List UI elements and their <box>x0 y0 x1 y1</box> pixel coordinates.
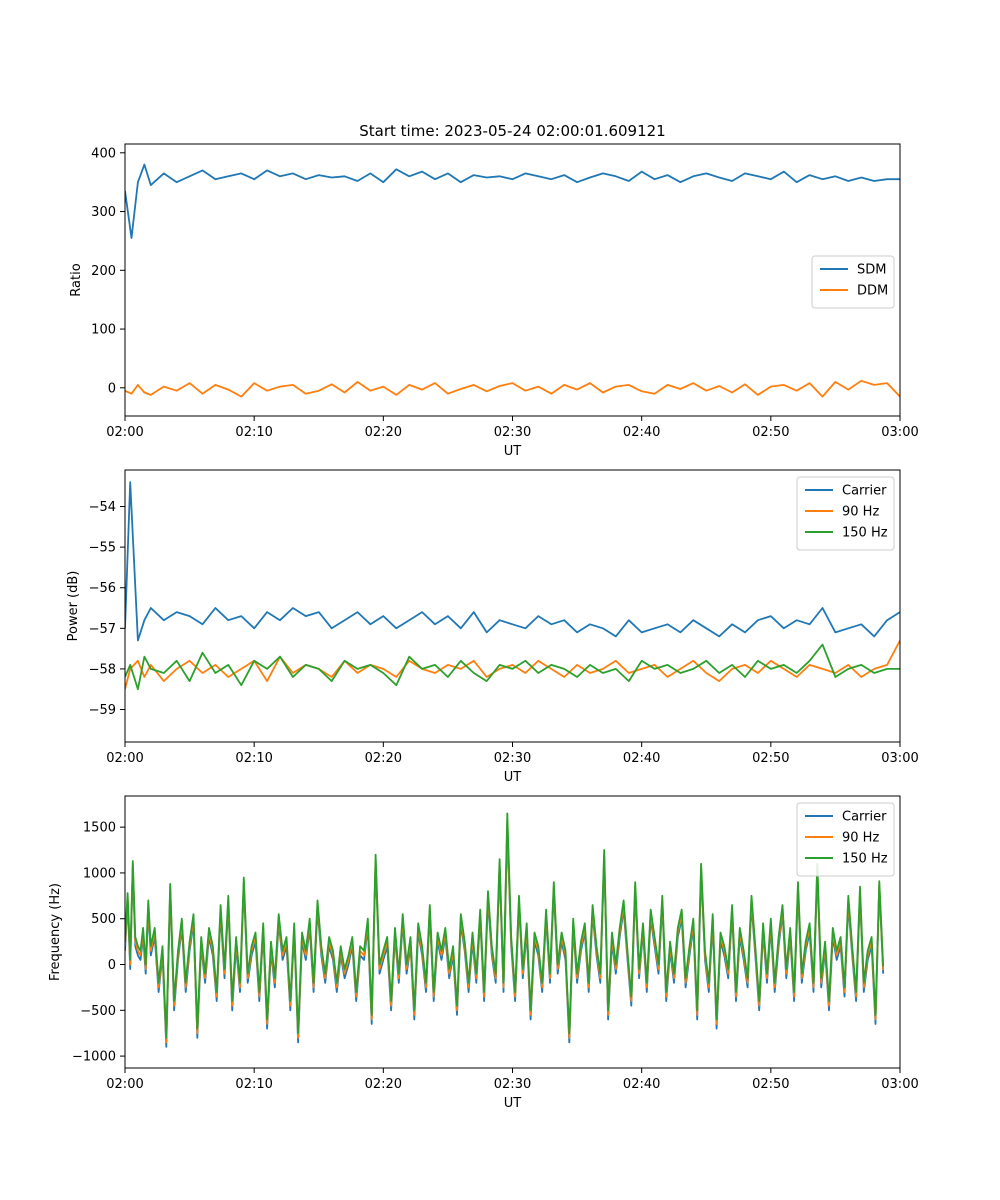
power-y-tick-label: −56 <box>89 581 116 596</box>
ratio-chart: 02:00 02:10 02:20 02:30 02:40 02:50 03:00 UT 0 10… <box>69 143 919 459</box>
ratio-legend-label-sdm: SDM <box>857 263 886 278</box>
frequency-y-tick-label: −500 <box>80 1004 116 1019</box>
power-axes-frame <box>124 469 901 743</box>
ratio-y-tick-label: 400 <box>91 146 116 161</box>
ratio-y-tick-label: 200 <box>91 264 116 279</box>
ratio-legend-label-ddm: DDM <box>857 284 888 299</box>
ratio-y-tick-label: 300 <box>91 205 116 220</box>
frequency-y-tick-label: 1500 <box>83 821 116 836</box>
power-series-90-hz-line <box>125 640 900 690</box>
power-x-tick-label: 03:00 <box>881 751 918 766</box>
power-series-carrier-line <box>125 481 900 642</box>
power-legend: Carrier 90 Hz 150 Hz <box>796 476 895 551</box>
ratio-x-tick-label: 03:00 <box>881 425 918 440</box>
power-y-tick-label: −55 <box>89 541 116 556</box>
power-y-tick-label: −54 <box>89 500 116 515</box>
frequency-x-tick-label: 02:00 <box>106 1077 143 1092</box>
frequency-y-tick-label: 500 <box>91 912 116 927</box>
power-y-tick-label: −58 <box>89 662 116 677</box>
ratio-x-tick-label: 02:50 <box>752 425 789 440</box>
frequency-y-tick-label: 0 <box>108 958 116 973</box>
power-legend-label-90-hz: 90 Hz <box>842 505 879 520</box>
ratio-x-tick-label: 02:30 <box>494 425 531 440</box>
frequency-legend-label-150-hz: 150 Hz <box>842 852 888 867</box>
frequency-x-tick-label: 03:00 <box>881 1077 918 1092</box>
frequency-y-tick-label: 1000 <box>83 866 116 881</box>
ratio-x-tick-label: 02:00 <box>106 425 143 440</box>
power-series-150-hz-line <box>125 643 900 691</box>
power-legend-label-carrier: Carrier <box>842 484 887 499</box>
power-y-axis-label: Power (dB) <box>66 571 81 642</box>
frequency-x-tick-label: 02:20 <box>365 1077 402 1092</box>
ratio-series-ddm-line <box>125 379 900 398</box>
frequency-legend-label-carrier: Carrier <box>842 810 887 825</box>
ratio-y-axis-label: Ratio <box>69 263 84 296</box>
power-x-tick-label: 02:50 <box>752 751 789 766</box>
frequency-legend: Carrier 90 Hz 150 Hz <box>796 802 895 877</box>
frequency-x-tick-label: 02:10 <box>235 1077 272 1092</box>
frequency-chart: 02:00 02:10 02:20 02:30 02:40 02:50 03:00 UT −10… <box>48 795 919 1111</box>
ratio-legend: SDM DDM <box>811 255 895 309</box>
power-y-tick-label: −59 <box>89 703 116 718</box>
power-x-tick-label: 02:00 <box>106 751 143 766</box>
power-legend-label-150-hz: 150 Hz <box>842 526 888 541</box>
frequency-y-tick-label: −1000 <box>72 1050 116 1065</box>
frequency-y-axis-label: Frequency (Hz) <box>48 883 63 981</box>
power-chart: 02:00 02:10 02:20 02:30 02:40 02:50 03:00 UT −59… <box>66 469 919 785</box>
ratio-y-tick-label: 100 <box>91 323 116 338</box>
ratio-series-sdm-line <box>125 163 900 239</box>
ratio-x-tick-label: 02:40 <box>623 425 660 440</box>
ratio-x-tick-label: 02:20 <box>365 425 402 440</box>
frequency-x-tick-label: 02:40 <box>623 1077 660 1092</box>
frequency-series-150-hz-line <box>125 812 885 1039</box>
ratio-y-tick-label: 0 <box>108 381 116 396</box>
frequency-x-axis-label: UT <box>504 1096 522 1111</box>
frequency-legend-label-90-hz: 90 Hz <box>842 831 879 846</box>
power-x-tick-label: 02:40 <box>623 751 660 766</box>
ratio-axes-frame <box>124 143 901 417</box>
power-x-tick-label: 02:20 <box>365 751 402 766</box>
frequency-x-tick-label: 02:30 <box>494 1077 531 1092</box>
figure-title: Start time: 2023-05-24 02:00:01.609121 <box>359 122 665 140</box>
power-x-tick-label: 02:30 <box>494 751 531 766</box>
power-x-tick-label: 02:10 <box>235 751 272 766</box>
frequency-x-tick-label: 02:50 <box>752 1077 789 1092</box>
power-y-tick-label: −57 <box>89 622 116 637</box>
power-x-axis-label: UT <box>504 770 522 785</box>
ratio-x-axis-label: UT <box>504 444 522 459</box>
ratio-x-tick-label: 02:10 <box>235 425 272 440</box>
